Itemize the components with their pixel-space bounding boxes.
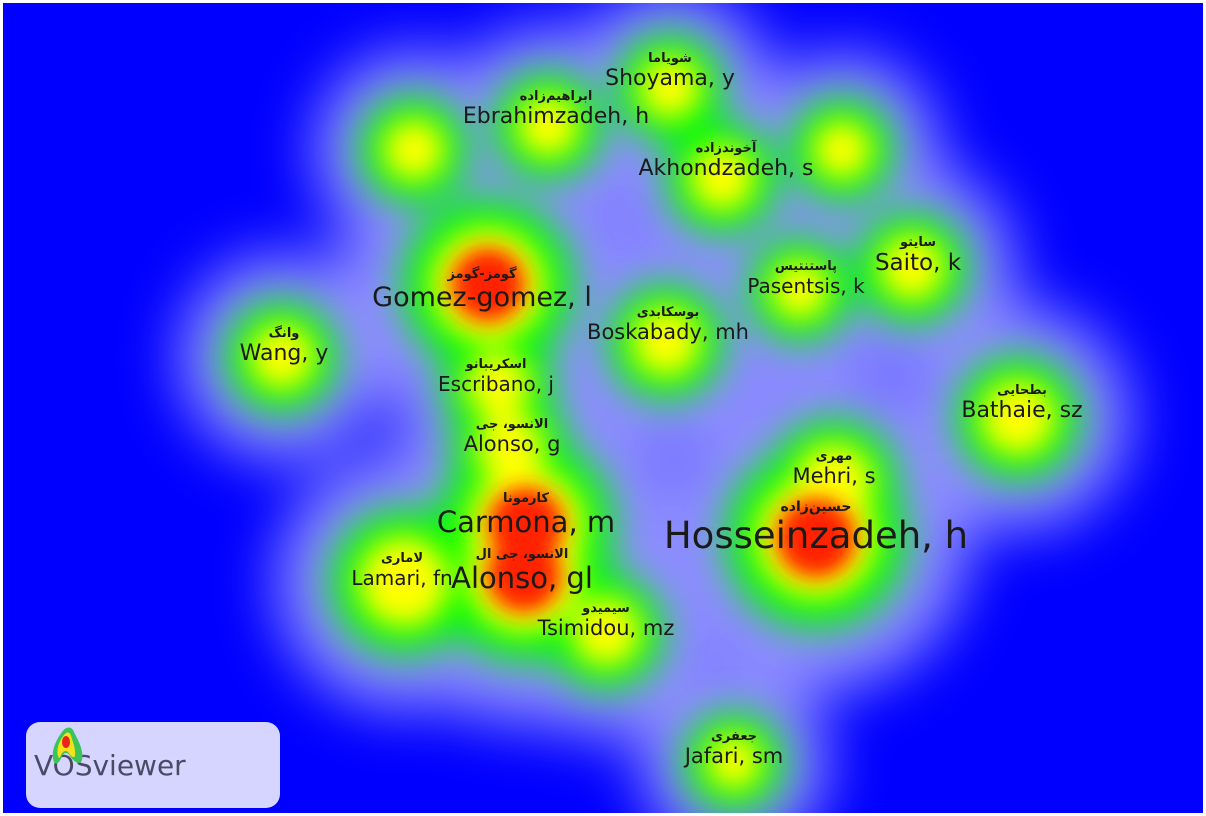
- density-peak-spot_right: [812, 120, 872, 180]
- density-peak-saito: [879, 235, 945, 301]
- density-peak-spot_left: [383, 119, 445, 181]
- node-label-en: Lamari, fn: [351, 566, 453, 590]
- node-label-fa: لاماری: [380, 551, 424, 566]
- node-label-en: Saito, k: [874, 250, 962, 276]
- node-label-alonso_g[interactable]: الانسو، جی Alonso, g: [464, 418, 561, 455]
- node-label-ebrahimzadeh[interactable]: ابراهیم‌زاده Ebrahimzadeh, h: [463, 90, 649, 128]
- density-peak-jafari: [706, 734, 762, 790]
- node-label-fa: الانسو، جی ال: [475, 547, 569, 562]
- density-peak-wang: [249, 324, 315, 390]
- node-label-fa: وانگ: [268, 326, 300, 341]
- density-peak-alonso_g: [475, 413, 545, 483]
- density-peak-tsimidou: [571, 597, 641, 667]
- node-label-bathaie[interactable]: بطحایی Bathaie, sz: [961, 384, 1082, 422]
- node-label-tsimidou[interactable]: سیمیدو Tsimidou, mz: [538, 602, 675, 639]
- density-hot-gomez: [451, 248, 525, 322]
- node-label-fa: بوسکابدی: [636, 305, 700, 320]
- node-label-fa: آخوندزاده: [695, 141, 757, 156]
- node-label-en: Bathaie, sz: [961, 398, 1083, 423]
- node-label-shoyama[interactable]: شویاما Shoyama, y: [605, 52, 735, 90]
- node-label-en: Mehri, s: [792, 464, 876, 488]
- node-label-en: Hosseinzadeh, h: [663, 514, 969, 557]
- node-label-en: Tsimidou, mz: [537, 616, 675, 640]
- node-label-mehri[interactable]: مهری Mehri, s: [792, 450, 875, 487]
- node-label-hosseinzadeh[interactable]: حسین‌زاده Hosseinzadeh, h: [664, 500, 968, 554]
- node-label-fa: سیمیدو: [582, 601, 630, 616]
- node-label-fa: جعفری: [710, 729, 758, 744]
- density-peak-ebrahimzadeh: [517, 95, 579, 157]
- node-label-lamari[interactable]: لاماری Lamari, fn: [351, 552, 452, 588]
- node-label-fa: گومز-گومز: [447, 267, 517, 282]
- node-label-saito[interactable]: سایتو Saito, k: [875, 236, 961, 275]
- node-label-fa: کارمونا: [503, 491, 549, 506]
- density-hot-hosseinzadeh: [776, 498, 856, 578]
- density-hot-alonso_gl: [486, 537, 562, 613]
- node-label-fa: حسین‌زاده: [780, 499, 852, 515]
- node-label-fa: بطحایی: [997, 383, 1047, 398]
- node-label-en: Escribano, j: [438, 372, 554, 396]
- node-label-fa: سایتو: [899, 235, 936, 250]
- vosviewer-logo: VOSviewer: [26, 722, 280, 808]
- node-label-en: Alonso, gl: [451, 561, 593, 595]
- node-label-pasentsis[interactable]: پاستنتیس Pasentsis, k: [747, 260, 864, 296]
- node-label-fa: ابراهیم‌زاده: [519, 89, 593, 104]
- node-label-fa: شویاما: [648, 51, 692, 66]
- node-label-en: Boskabady, mh: [587, 320, 749, 344]
- density-peak-shoyama: [639, 57, 701, 119]
- node-label-en: Alonso, g: [463, 432, 561, 456]
- vosviewer-logo-icon: [52, 727, 83, 764]
- node-label-fa: پاستنتیس: [774, 259, 838, 274]
- density-peak-lamari: [358, 536, 450, 628]
- node-label-carmona[interactable]: کارمونا Carmona, m: [437, 492, 615, 537]
- node-label-escribano[interactable]: اسکریبانو Escribano, j: [438, 358, 554, 394]
- node-label-en: Carmona, m: [436, 505, 616, 539]
- node-label-fa: الانسو، جی: [475, 417, 549, 432]
- node-label-en: Gomez-gomez, l: [372, 282, 592, 313]
- density-peak-akhondzadeh: [689, 145, 755, 211]
- node-label-boskabady[interactable]: بوسکابدی Boskabady, mh: [587, 306, 749, 343]
- node-label-fa: اسکریبانو: [465, 357, 527, 372]
- density-peak-pasentsis: [770, 260, 830, 320]
- density-peak-boskabady: [631, 307, 701, 377]
- node-label-alonso_gl[interactable]: الانسو، جی ال Alonso, gl: [451, 548, 593, 593]
- node-label-akhondzadeh[interactable]: آخوندزاده Akhondzadeh, s: [638, 142, 813, 180]
- density-peak-bathaie: [980, 380, 1056, 456]
- density-peak-escribano: [465, 352, 531, 418]
- node-label-en: Pasentsis, k: [747, 274, 865, 298]
- density-layer-red: [451, 248, 856, 613]
- node-label-en: Ebrahimzadeh, h: [462, 104, 650, 129]
- node-label-en: Akhondzadeh, s: [638, 156, 814, 181]
- node-label-fa: مهری: [815, 449, 853, 464]
- node-label-en: Jafari, sm: [684, 744, 784, 768]
- node-label-wang[interactable]: وانگ Wang, y: [240, 327, 329, 365]
- node-label-en: Wang, y: [239, 341, 329, 366]
- node-label-jafari[interactable]: جعفری Jafari, sm: [685, 730, 784, 767]
- node-label-gomez[interactable]: گومز-گومز Gomez-gomez, l: [372, 268, 592, 311]
- node-label-en: Shoyama, y: [605, 66, 735, 91]
